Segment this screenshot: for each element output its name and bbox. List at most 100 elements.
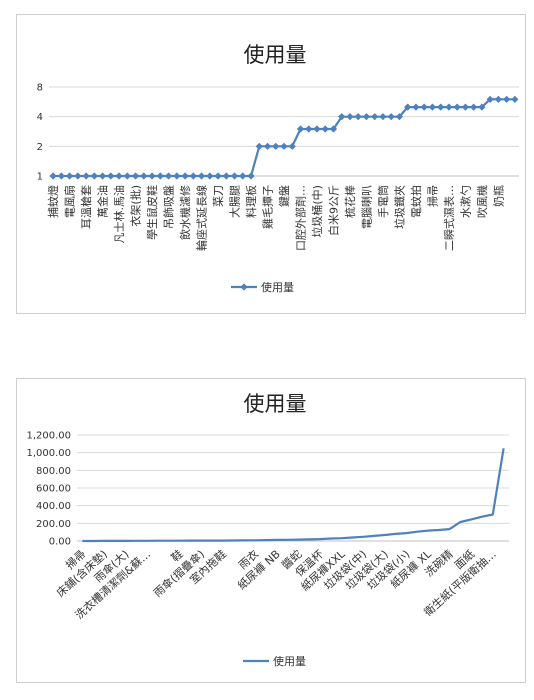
x-tick-label: 捕蚊燈: [46, 185, 60, 218]
data-point: [412, 103, 420, 111]
data-point: [503, 95, 511, 103]
data-point: [148, 172, 156, 180]
data-point: [206, 172, 214, 180]
chart-title: 使用量: [244, 43, 307, 67]
x-tick-label: 大腸腿: [228, 185, 242, 218]
data-point: [313, 125, 321, 133]
data-point: [164, 172, 173, 180]
x-tick-label: 電蚊拍: [409, 185, 423, 218]
x-tick-label: 掃帚: [425, 185, 439, 207]
data-point: [74, 172, 82, 180]
series-line: [53, 98, 515, 178]
data-point: [329, 125, 338, 133]
data-point: [445, 103, 453, 111]
y-tick-label: 1,000.00: [26, 448, 71, 459]
data-point: [189, 172, 197, 180]
x-tick-label: 料理板: [244, 185, 258, 218]
x-tick-label: 白米9公斤: [326, 185, 340, 236]
data-point: [437, 103, 445, 111]
data-point: [123, 172, 131, 180]
data-point: [272, 142, 280, 150]
x-tick-label: 奶瓶: [491, 185, 505, 207]
y-tick-label: 1: [37, 172, 43, 183]
x-tick-label: 垃圾鐵夾: [392, 185, 406, 229]
x-tick-label: 水漱勺: [459, 185, 472, 218]
data-point: [379, 113, 387, 121]
series-line: [82, 448, 505, 543]
data-point: [90, 172, 98, 180]
data-point: [470, 103, 478, 111]
data-point: [387, 113, 395, 121]
x-tick-label: 凡士林.馬油: [112, 185, 126, 244]
data-point: [197, 172, 206, 180]
data-point: [305, 125, 313, 133]
y-tick-label: 600.00: [36, 484, 71, 495]
data-point: [140, 172, 148, 180]
data-point: [82, 172, 90, 180]
data-point: [354, 113, 362, 121]
y-tick-label: 200.00: [36, 519, 71, 530]
data-point: [346, 113, 354, 121]
y-tick-label: 0.00: [49, 537, 71, 548]
data-point: [420, 103, 428, 111]
data-point: [247, 172, 255, 180]
data-point: [478, 103, 486, 111]
data-point: [214, 172, 222, 180]
data-point: [404, 103, 412, 111]
data-point: [66, 172, 74, 180]
data-point: [57, 172, 65, 180]
data-point: [371, 113, 379, 121]
chart-1-svg: 使用量 1 2 4 8 捕蚊燈 電風扇 耳溫槍套 萬金油 凡士林.馬油 衣架(批) 學生鼠皮鞋 吊飾吸盤…: [37, 43, 519, 294]
x-tick-label: 電腦喇叭: [359, 185, 373, 229]
data-point: [461, 103, 470, 111]
data-point: [156, 172, 164, 180]
data-point: [230, 172, 239, 180]
data-point: [453, 103, 461, 111]
x-tick-label: 學生鼠皮鞋: [145, 185, 159, 240]
x-tick-label: 飲水機濾修: [178, 185, 192, 240]
data-point: [115, 172, 123, 180]
y-tick-label: 8: [37, 83, 43, 94]
x-tick-label: 垃圾桶(中): [310, 185, 324, 238]
x-tick-label: 梳花棒: [343, 185, 357, 218]
data-point: [98, 172, 107, 180]
data-point: [395, 113, 404, 121]
data-point: [362, 113, 371, 121]
data-point: [321, 125, 329, 133]
x-tick-label: 鍵盤: [277, 185, 291, 207]
data-point: [131, 172, 140, 180]
data-point: [280, 142, 288, 150]
legend-label: 使用量: [273, 655, 306, 668]
legend-label: 使用量: [261, 281, 294, 294]
data-point: [181, 172, 189, 180]
y-tick-label: 1,200.00: [26, 431, 71, 442]
chart-title: 使用量: [244, 392, 307, 416]
data-point: [338, 113, 346, 121]
data-point: [494, 95, 502, 103]
chart-2-svg: 使用量 0.00 200.00 400.00 600.00 800.00 1,000.00 1…: [26, 392, 509, 668]
x-tick-label: 萬金油: [96, 185, 110, 218]
y-tick-label: 400.00: [36, 501, 71, 512]
data-point: [263, 142, 272, 150]
y-tick-label: 2: [37, 142, 43, 153]
x-tick-label: 雞毛撢子: [261, 185, 275, 229]
data-point: [486, 95, 494, 103]
chart-panel-2: 使用量 0.00 200.00 400.00 600.00 800.00 1,000.00 1…: [16, 378, 526, 683]
data-point: [288, 142, 296, 150]
x-tick-label: 輪座式延長線: [195, 185, 209, 251]
x-tick-label: 菜刀: [212, 185, 225, 207]
x-tick-label: 手電筒: [376, 185, 390, 218]
x-tick-label: 衣架(批): [129, 185, 143, 227]
legend-marker: [240, 283, 248, 291]
data-point: [222, 172, 230, 180]
x-tick-label: 吊飾吸盤: [163, 185, 176, 229]
data-point: [511, 95, 519, 103]
data-point: [428, 103, 437, 111]
x-tick-label: 口腔外部劑…: [293, 185, 307, 251]
chart-panel-1: 使用量 1 2 4 8 捕蚊燈 電風扇 耳溫槍套 萬金油 凡士林.馬油 衣架(批) 學生鼠皮鞋 吊飾吸盤…: [16, 14, 526, 314]
y-tick-label: 800.00: [36, 466, 71, 477]
x-tick-label: 耳溫槍套: [79, 185, 93, 229]
data-point: [239, 172, 247, 180]
data-point: [296, 125, 305, 133]
data-point: [49, 172, 57, 180]
